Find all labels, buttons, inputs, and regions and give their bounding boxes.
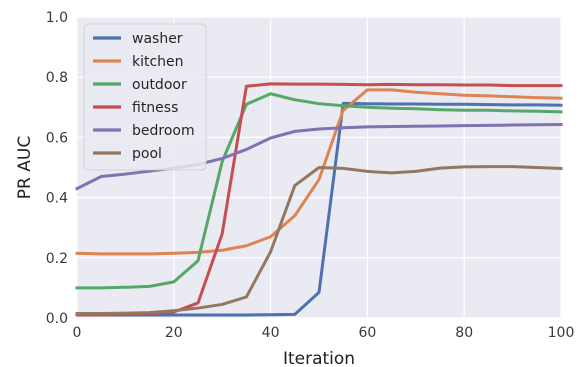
- x-tick-label: 20: [165, 325, 183, 341]
- y-tick-label: 0.4: [46, 191, 68, 207]
- y-tick-label: 0.6: [46, 130, 68, 146]
- y-axis-label: PR AUC: [15, 136, 35, 199]
- y-tick-label: 0.0: [46, 311, 68, 327]
- legend-label-pool: pool: [132, 146, 162, 162]
- y-tick-label: 0.2: [46, 251, 68, 267]
- legend: washer kitchen outdoor fitness bedroom pool: [83, 23, 207, 171]
- y-tick-label: 1.0: [46, 10, 68, 26]
- series-line-outdoor: [75, 92, 563, 290]
- series-line-washer: [75, 101, 563, 317]
- x-tick-label: 100: [548, 325, 575, 341]
- x-axis-label: Iteration: [283, 349, 355, 367]
- legend-label-bedroom: bedroom: [132, 123, 195, 139]
- tick-labels: 0 20 40 60 80 100 0.0 0.2 0.4 0.6 0.8 1.0: [46, 10, 575, 341]
- x-tick-label: 0: [73, 325, 82, 341]
- legend-label-kitchen: kitchen: [132, 54, 184, 70]
- x-tick-label: 80: [455, 325, 473, 341]
- x-tick-label: 60: [358, 325, 376, 341]
- legend-label-washer: washer: [132, 31, 183, 47]
- legend-label-outdoor: outdoor: [132, 77, 187, 93]
- series-line-kitchen: [75, 88, 563, 256]
- series-line-pool: [75, 165, 563, 315]
- y-tick-label: 0.8: [46, 70, 68, 86]
- legend-label-fitness: fitness: [132, 100, 178, 116]
- x-tick-label: 40: [262, 325, 280, 341]
